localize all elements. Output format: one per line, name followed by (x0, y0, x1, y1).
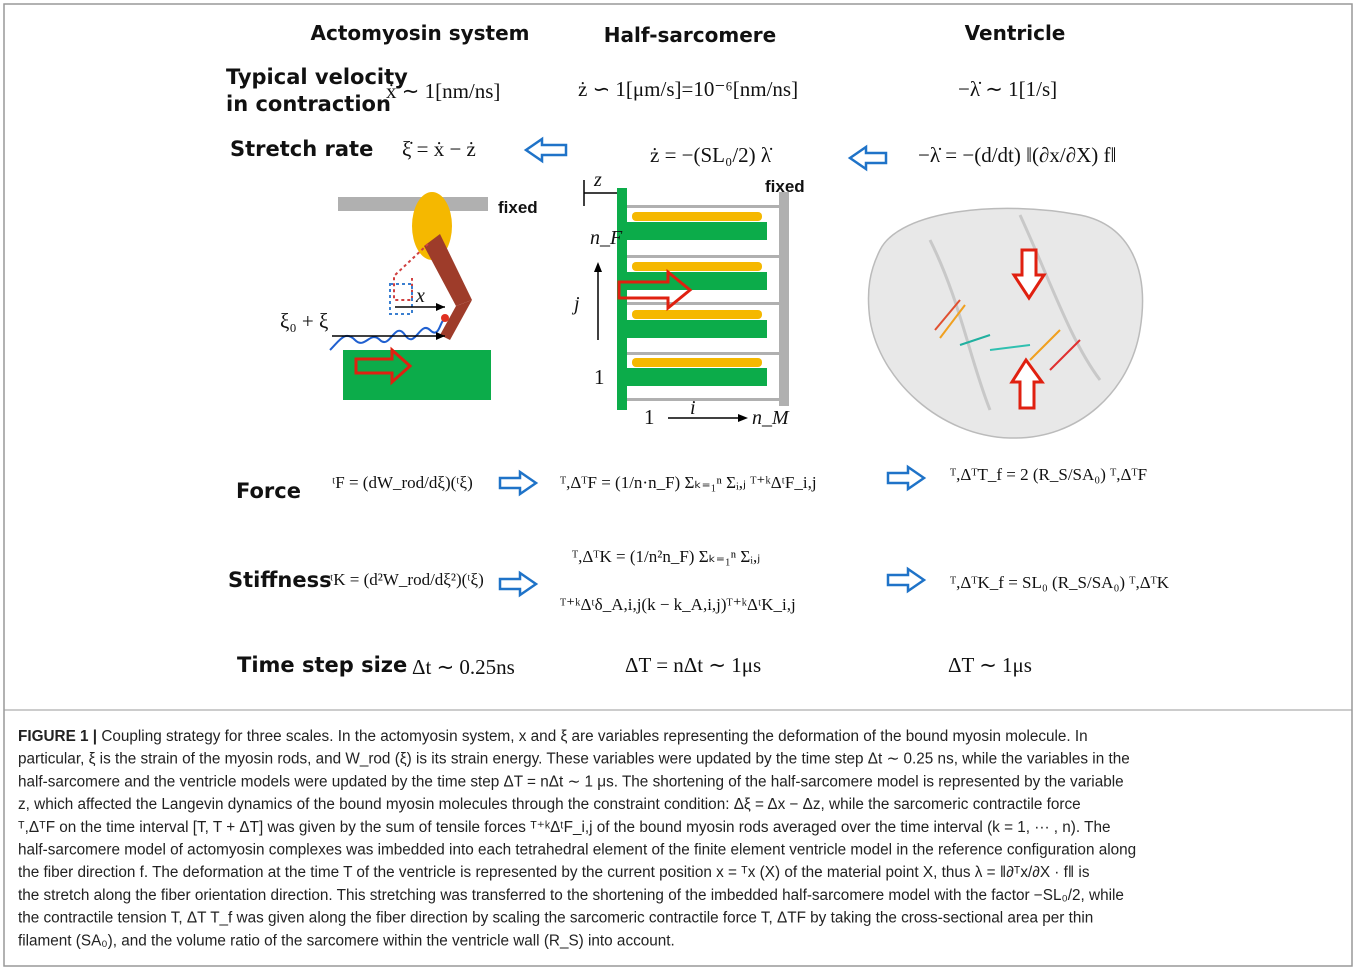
shape (632, 310, 762, 319)
caption-line: half-sarcomere model of actomyosin compl… (18, 842, 1136, 859)
diagram-label: i (690, 397, 696, 419)
shape (627, 320, 767, 338)
arrow (888, 467, 924, 489)
arrow (500, 573, 536, 595)
formula: ΔT = nΔt ∼ 1μs (625, 653, 761, 677)
diagram-label: j (571, 293, 580, 315)
shape (627, 205, 779, 208)
formula: ξ̇ = ẋ − ż (402, 137, 476, 161)
column-header: Ventricle (965, 21, 1066, 45)
diagram-label: 1 (594, 365, 605, 389)
page: {"header": {"columns": ["Actomyosin syst… (0, 0, 1357, 972)
shape (627, 398, 779, 401)
formula: ᵀ,ΔᵀK = (1/n²n_F) Σₖ₌₁ⁿ Σᵢ,ⱼ (572, 547, 760, 566)
figure-label: FIGURE 1 | (18, 728, 97, 745)
shape (627, 302, 779, 305)
row-label: Force (236, 479, 301, 503)
formula: ᵀ,ΔᵀK_f = SL₀ (R_S/SA₀) ᵀ,ΔᵀK (950, 573, 1170, 592)
column-header: Half-sarcomere (604, 23, 776, 47)
diagram-label: n_M (752, 407, 790, 429)
shape (330, 320, 445, 350)
arrow (850, 147, 886, 169)
shape (627, 222, 767, 240)
shape (627, 255, 779, 258)
row-label: in contraction (226, 92, 391, 116)
shape (868, 208, 1142, 438)
formula: ᵗF = (dW_rod/dξ)(ᵗξ) (332, 473, 473, 492)
caption-text: Coupling strategy for three scales. In t… (97, 728, 1088, 745)
row-label: Time step size (237, 653, 407, 677)
diagram-label: z (593, 169, 602, 191)
diagram-label: n_F (590, 227, 623, 249)
row-label: Stretch rate (230, 137, 373, 161)
shape (632, 212, 762, 221)
caption: FIGURE 1 | Coupling strategy for three s… (18, 728, 1136, 949)
caption-line: the stretch along the fiber orientation … (18, 887, 1124, 904)
diagram-label: ξ₀ + ξ (280, 309, 328, 333)
shape (738, 414, 748, 422)
diagram-label: fixed (498, 198, 538, 217)
caption-line: z, which affected the Langevin dynamics … (18, 796, 1081, 813)
caption-line: particular, ξ is the strain of the myosi… (18, 751, 1130, 768)
column-header: Actomyosin system (310, 21, 529, 45)
ventricle-diagram (868, 208, 1142, 438)
caption-line: FIGURE 1 | Coupling strategy for three s… (18, 728, 1088, 745)
formula: ż ∽ 1[μm/s]=10⁻⁶[nm/ns] (578, 77, 798, 101)
diagram-label: 1 (644, 405, 655, 429)
figure: Actomyosin system Half-sarcomere Ventric… (0, 0, 1357, 972)
formula: ᵀ,ΔᵀF = (1/n·n_F) Σₖ₌₁ⁿ Σᵢ,ⱼ ᵀ⁺ᵏΔᵗF_i,j (560, 473, 817, 492)
formula: Δt ∼ 0.25ns (412, 655, 515, 679)
formula: −λ̇ = −(d/dt) ‖(∂x/∂X) f‖ (918, 143, 1116, 167)
caption-line: ᵀ,ΔᵀF on the time interval [T, T + ΔT] w… (18, 819, 1110, 836)
shape (436, 303, 445, 311)
formula: ᵀ,ΔᵀT_f = 2 (R_S/SA₀) ᵀ,ΔᵀF (950, 465, 1147, 484)
caption-line: half-sarcomere and the ventricle models … (18, 773, 1124, 790)
caption-line: filament (SA₀), and the volume ratio of … (18, 932, 675, 949)
diagram-label: x (415, 285, 425, 307)
caption-line: the contractile tension T, ΔT T_f was gi… (18, 910, 1093, 927)
arrow (888, 569, 924, 591)
formula: ẋ ∼ 1[nm/ns] (386, 79, 500, 103)
shape (627, 352, 779, 355)
arrow (500, 472, 536, 494)
formula: ż = −(SL₀/2) λ̇ (650, 143, 773, 167)
caption-line: the fiber direction f. The deformation a… (18, 864, 1090, 881)
shape (441, 314, 449, 322)
shape (779, 192, 789, 406)
formula: ᵀ⁺ᵏΔᵗδ_A,i,j(k − k_A,i,j)ᵀ⁺ᵏΔᵗK_i,j (560, 595, 796, 614)
shape (632, 262, 762, 271)
half-sarcomere-diagram: z fixed n_F j 1 1 i n_M (571, 169, 805, 429)
actomyosin-diagram: fixed x ξ₀ + ξ (280, 192, 538, 400)
arrow (526, 139, 566, 161)
row-label: Typical velocity (226, 65, 408, 89)
diagram-label: fixed (765, 177, 805, 196)
shape (594, 262, 602, 272)
shape (627, 368, 767, 386)
row-label: Stiffness (228, 568, 332, 592)
formula: −λ̇ ∼ 1[1/s] (958, 77, 1057, 101)
formula: ΔT ∼ 1μs (948, 653, 1032, 677)
shape (632, 358, 762, 367)
shape (338, 197, 488, 211)
formula: ᵗK = (d²W_rod/dξ²)(ᵗξ) (330, 570, 484, 589)
